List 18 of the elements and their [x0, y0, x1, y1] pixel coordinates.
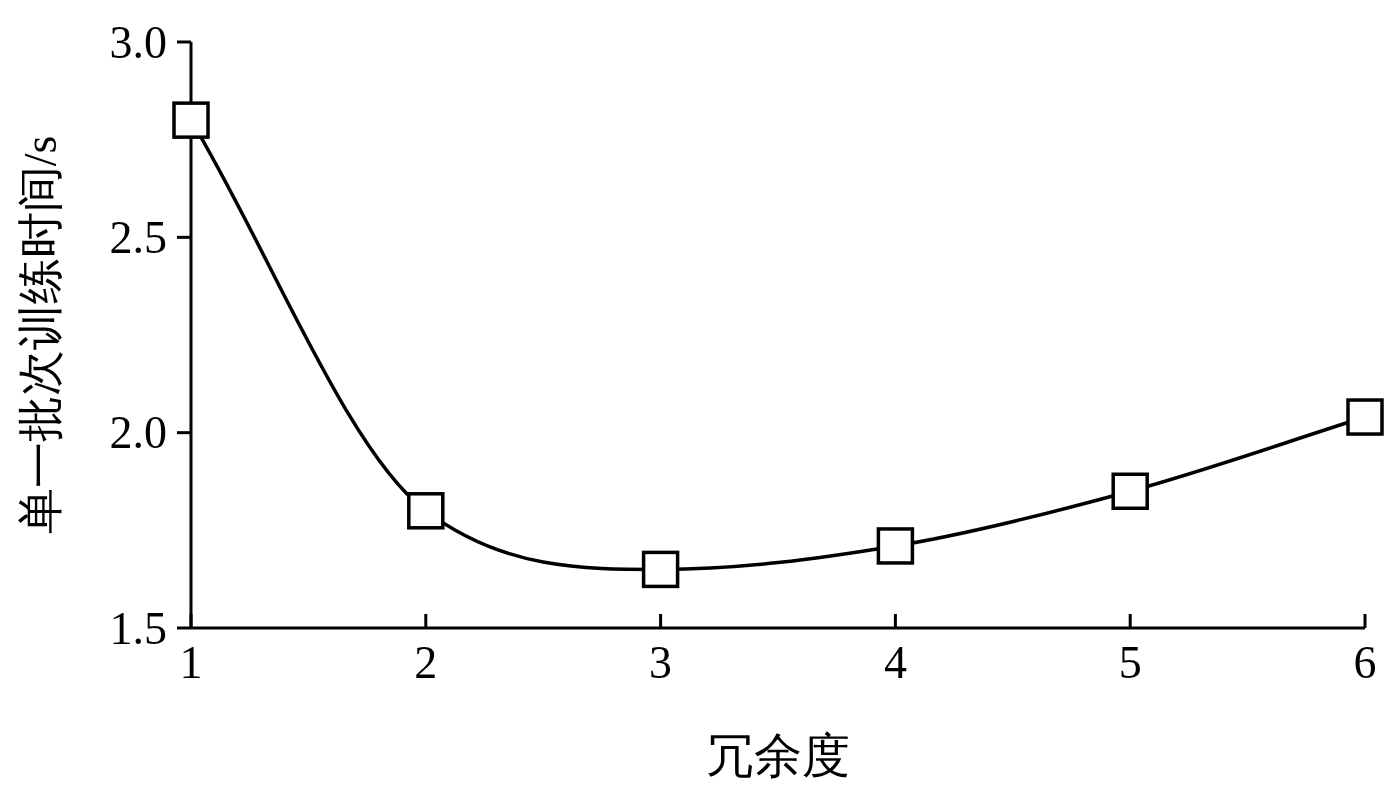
x-tick-label: 5 [1118, 637, 1142, 688]
y-axis-title: 单一批次训练时间/s [15, 135, 66, 535]
y-tick-label: 3.0 [109, 16, 167, 68]
x-tick-label: 2 [414, 637, 438, 688]
point [641, 550, 680, 589]
x-tick-label: 4 [883, 637, 907, 688]
x-tick-label: 3 [649, 637, 673, 688]
y-tick-label: 2.0 [109, 407, 167, 459]
x-tick-label: 1 [179, 637, 203, 688]
point [1346, 398, 1384, 436]
point [407, 492, 445, 530]
x-axis-title: 冗余度 [706, 729, 850, 782]
point [172, 101, 210, 139]
x-tick-label: 6 [1353, 637, 1377, 688]
point [876, 527, 915, 565]
y-tick-label: 1.5 [109, 602, 167, 654]
point [1111, 472, 1149, 511]
y-tick-label: 2.5 [109, 211, 167, 263]
